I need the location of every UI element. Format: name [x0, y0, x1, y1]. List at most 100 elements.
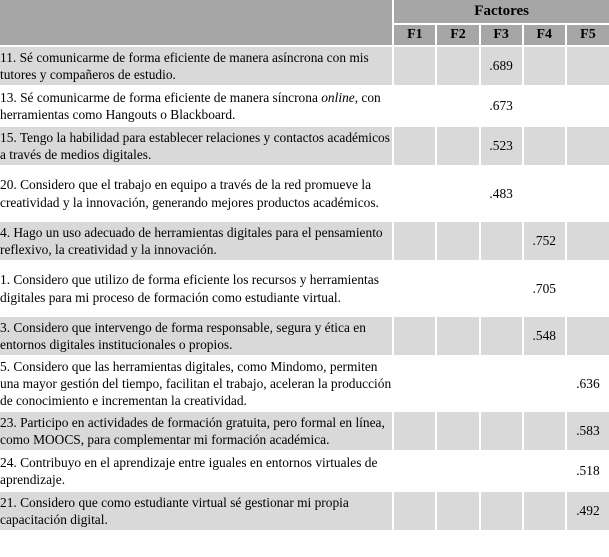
- item-text-cell: 13. Sé comunicarme de forma eficiente de…: [0, 85, 395, 127]
- loading-cell-f5: [564, 85, 609, 127]
- item-text-cell: 15. Tengo la habilidad para establecer r…: [0, 125, 395, 167]
- column-header-f1: F1: [393, 23, 438, 47]
- item-text-cell: 23. Participo en actividades de formació…: [0, 410, 395, 452]
- loading-cell-f1: [392, 220, 438, 262]
- loading-cell-f2: [435, 355, 481, 412]
- table-row-item-15: 15. Tengo la habilidad para establecer r…: [0, 125, 609, 167]
- item-text: 15. Tengo la habilidad para establecer r…: [0, 129, 390, 162]
- loading-cell-f3: [478, 260, 524, 317]
- item-text: 4. Hago un uso adecuado de herramientas …: [0, 224, 383, 257]
- item-text-cell: 5. Considero que las herramientas digita…: [0, 355, 395, 412]
- item-text: 23. Participo en actividades de formació…: [0, 414, 385, 447]
- table-row-item-1: 1. Considero que utilizo de forma eficie…: [0, 260, 609, 317]
- loading-cell-f5: [564, 315, 609, 357]
- loading-cell-f5: .636: [564, 355, 609, 412]
- loading-cell-f4: [521, 410, 567, 452]
- item-text-cell: 24. Contribuyo en el aprendizaje entre i…: [0, 450, 395, 492]
- table-row-item-13: 13. Sé comunicarme de forma eficiente de…: [0, 85, 609, 127]
- item-text-italic: online: [321, 89, 355, 105]
- loading-cell-f1: [392, 490, 438, 532]
- loading-cell-f1: [392, 450, 438, 492]
- table-row-item-3: 3. Considero que intervengo de forma res…: [0, 315, 609, 357]
- table-row-item-21: 21. Considero que como estudiante virtua…: [0, 490, 609, 532]
- item-text: 21. Considero que como estudiante virtua…: [0, 494, 349, 527]
- item-text-cell: 21. Considero que como estudiante virtua…: [0, 490, 395, 532]
- item-text: 5. Considero que las herramientas digita…: [0, 358, 392, 409]
- loading-cell-f2: [435, 46, 481, 87]
- item-text-cont: , con herramientas como Hangouts o Black…: [0, 89, 381, 122]
- column-header-f4: F4: [521, 23, 567, 47]
- item-text-cell: 3. Considero que intervengo de forma res…: [0, 315, 395, 357]
- loading-cell-f2: [435, 490, 481, 532]
- loading-cell-f2: [435, 220, 481, 262]
- column-header-f2: F2: [435, 23, 481, 47]
- loading-cell-f5: [564, 260, 609, 317]
- loading-cell-f5: .492: [564, 490, 609, 532]
- factor-loadings-table: Factores F1 F2 F3 F4 F5 11. Sé comunicar…: [0, 0, 609, 532]
- loading-cell-f3: .689: [478, 46, 524, 87]
- item-text: 13. Sé comunicarme de forma eficiente de…: [0, 89, 322, 105]
- loading-cell-f5: [564, 220, 609, 262]
- item-text-cell: 1. Considero que utilizo de forma eficie…: [0, 260, 395, 317]
- loading-cell-f2: [435, 85, 481, 127]
- loading-cell-f1: [392, 410, 438, 452]
- loading-cell-f5: [564, 125, 609, 167]
- table-row-item-24: 24. Contribuyo en el aprendizaje entre i…: [0, 450, 609, 492]
- loading-cell-f4: .752: [521, 220, 567, 262]
- loading-cell-f3: .523: [478, 125, 524, 167]
- table-row-item-11: 11. Sé comunicarme de forma eficiente de…: [0, 46, 609, 87]
- loading-cell-f4: [521, 85, 567, 127]
- item-text-cell: 20. Considero que el trabajo en equipo a…: [0, 165, 395, 222]
- loading-cell-f5: .583: [564, 410, 609, 452]
- loading-cell-f1: [392, 125, 438, 167]
- column-header-f5: F5: [564, 23, 609, 47]
- loading-cell-f3: [478, 410, 524, 452]
- loading-cell-f4: [521, 490, 567, 532]
- loading-cell-f1: [392, 46, 438, 87]
- loading-cell-f5: [564, 165, 609, 222]
- loading-cell-f2: [435, 450, 481, 492]
- loading-cell-f4: [521, 125, 567, 167]
- loading-cell-f2: [435, 410, 481, 452]
- loading-cell-f4: .548: [521, 315, 567, 357]
- factors-group-header: Factores: [392, 0, 609, 25]
- item-text-cell: 11. Sé comunicarme de forma eficiente de…: [0, 46, 395, 87]
- item-text: 20. Considero que el trabajo en equipo a…: [0, 177, 379, 210]
- loading-cell-f4: [521, 355, 567, 412]
- corner-cell: [0, 0, 395, 47]
- loading-cell-f3: [478, 315, 524, 357]
- loading-cell-f1: [392, 165, 438, 222]
- loading-cell-f2: [435, 315, 481, 357]
- item-text: 3. Considero que intervengo de forma res…: [0, 319, 366, 352]
- loading-cell-f3: [478, 355, 524, 412]
- loading-cell-f5: [564, 46, 609, 87]
- loading-cell-f1: [392, 315, 438, 357]
- item-text: 11. Sé comunicarme de forma eficiente de…: [0, 49, 369, 82]
- loading-cell-f5: .518: [564, 450, 609, 492]
- loading-cell-f3: [478, 220, 524, 262]
- loading-cell-f4: .705: [521, 260, 567, 317]
- header-group-row: Factores: [0, 0, 609, 47]
- table-row-item-23: 23. Participo en actividades de formació…: [0, 410, 609, 452]
- loading-cell-f3: [478, 450, 524, 492]
- loading-cell-f1: [392, 355, 438, 412]
- table-row-item-20: 20. Considero que el trabajo en equipo a…: [0, 165, 609, 222]
- loading-cell-f3: .673: [478, 85, 524, 127]
- loading-cell-f4: [521, 46, 567, 87]
- loading-cell-f3: [478, 490, 524, 532]
- loading-cell-f2: [435, 125, 481, 167]
- column-header-f3: F3: [478, 23, 524, 47]
- header-columns-row: F1 F2 F3 F4 F5: [0, 23, 609, 47]
- item-text: 1. Considero que utilizo de forma eficie…: [0, 272, 379, 305]
- table-row-item-5: 5. Considero que las herramientas digita…: [0, 355, 609, 412]
- item-text: 24. Contribuyo en el aprendizaje entre i…: [0, 454, 378, 487]
- loading-cell-f2: [435, 165, 481, 222]
- loading-cell-f4: [521, 165, 567, 222]
- table-row-item-4: 4. Hago un uso adecuado de herramientas …: [0, 220, 609, 262]
- loading-cell-f1: [392, 85, 438, 127]
- loading-cell-f1: [392, 260, 438, 317]
- loading-cell-f2: [435, 260, 481, 317]
- item-text-cell: 4. Hago un uso adecuado de herramientas …: [0, 220, 395, 262]
- loading-cell-f4: [521, 450, 567, 492]
